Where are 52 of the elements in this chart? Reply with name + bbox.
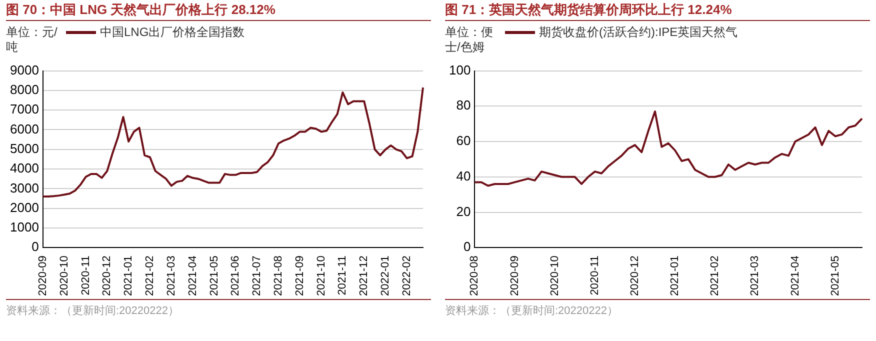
x-tick-label: 2021-03	[749, 256, 762, 296]
legend-label: 中国LNG出厂价格全国指数	[100, 25, 245, 40]
x-tick-label: 2020-12	[628, 256, 641, 296]
legend-label: 期货收盘价(活跃合约):IPE英国天然气	[539, 25, 738, 40]
y-tick-label: 5000	[10, 140, 39, 156]
x-tick-label: 2021-08	[272, 256, 284, 296]
x-tick-label: 2021-07	[251, 256, 264, 296]
y-tick-label: 0	[32, 239, 39, 254]
y-axis-title: 单位：元/吨	[6, 25, 58, 55]
x-tick-label: 2020-10	[548, 256, 561, 296]
x-tick-label: 2020-09	[36, 256, 49, 296]
y-tick-label: 40	[456, 168, 471, 184]
x-tick-label: 2020-08	[468, 256, 481, 296]
y-tick-label: 20	[456, 204, 471, 219]
x-tick-label: 2021-02	[709, 256, 722, 296]
x-tick-label: 2020-12	[101, 256, 114, 296]
x-tick-label: 2021-05	[208, 256, 220, 296]
y-tick-label: 7000	[10, 102, 39, 117]
x-tick-label: 2021-04	[186, 256, 199, 296]
y-tick-label: 3000	[10, 180, 39, 196]
x-tick-label: 2022-02	[400, 256, 413, 296]
x-tick-label: 2021-04	[789, 256, 802, 296]
x-tick-label: 2022-01	[380, 256, 392, 296]
chart-title: 图 70：中国 LNG 天然气出厂价格上行 28.12%	[6, 0, 431, 21]
y-tick-label: 1000	[10, 220, 39, 235]
x-tick-label: 2021-12	[358, 256, 370, 296]
y-tick-label: 8000	[10, 82, 39, 98]
x-tick-label: 2021-10	[315, 256, 328, 296]
y-axis-title: 单位：便士/色姆	[445, 25, 494, 55]
x-tick-label: 2020-10	[58, 256, 70, 296]
x-tick-label: 2020-11	[588, 256, 601, 296]
x-tick-label: 2021-05	[829, 256, 842, 296]
y-tick-label: 80	[456, 98, 471, 113]
x-tick-label: 2021-09	[294, 256, 306, 296]
x-tick-label: 2021-01	[669, 256, 682, 296]
y-tick-label: 60	[456, 133, 471, 148]
x-tick-label: 2020-09	[508, 256, 521, 296]
y-tick-label: 9000	[10, 62, 39, 78]
x-tick-label: 2020-11	[80, 256, 92, 296]
x-tick-label: 2021-11	[336, 256, 349, 296]
y-tick-label: 100	[448, 62, 471, 78]
x-tick-label: 2021-02	[144, 256, 156, 296]
text: 资料来源：（更新时间:20220222）	[445, 299, 870, 318]
x-tick-label: 2021-06	[230, 256, 242, 296]
y-tick-label: 0	[463, 239, 471, 254]
x-tick-label: 2021-03	[165, 256, 178, 296]
y-tick-label: 4000	[10, 160, 39, 176]
x-tick-label: 2021-01	[122, 256, 135, 296]
text: 资料来源：（更新时间:20220222）	[6, 299, 431, 318]
chart-title: 图 71：英国天然气期货结算价周环比上行 12.24%	[445, 0, 870, 21]
y-tick-label: 2000	[10, 200, 39, 215]
y-tick-label: 6000	[10, 121, 39, 136]
